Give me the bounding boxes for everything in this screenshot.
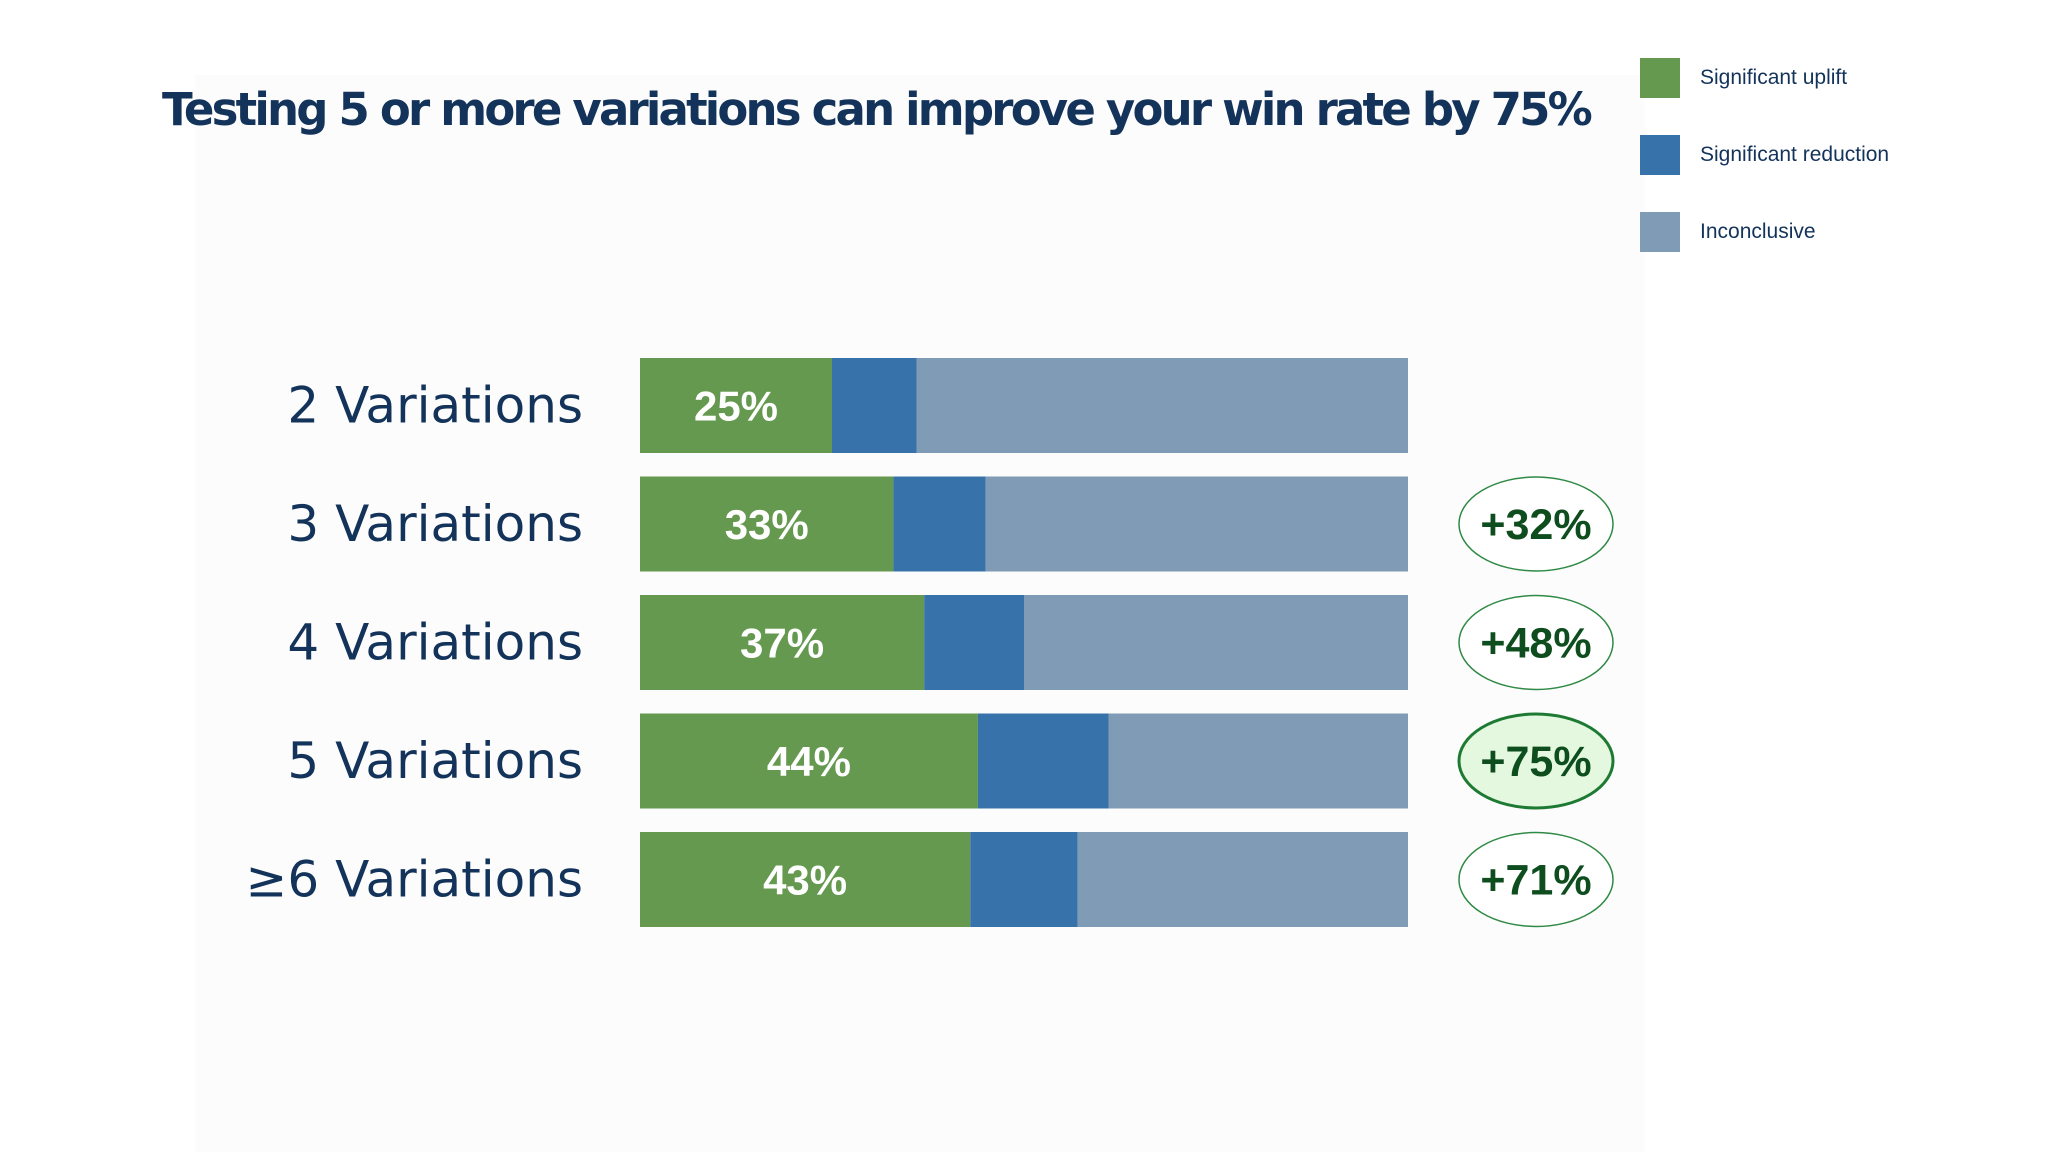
bar-data-label: 43% <box>763 857 847 904</box>
bar-segment-reduction <box>924 595 1024 690</box>
bar-segment-uplift <box>640 476 894 572</box>
bar-segment-reduction <box>893 476 986 572</box>
category-label: ≥6 Variations <box>246 851 583 909</box>
delta-badge <box>1458 831 1614 928</box>
legend-swatch-uplift <box>1640 58 1680 98</box>
bar-data-label: 33% <box>725 501 809 548</box>
delta-badge <box>1458 476 1614 572</box>
legend-item-uplift: Significant uplift <box>1640 58 2000 98</box>
legend-swatch-inconclusive <box>1640 212 1680 252</box>
delta-label: +48% <box>1480 620 1591 668</box>
bar-segment-uplift <box>640 713 978 809</box>
bar-segment-reduction <box>977 713 1109 809</box>
delta-label: +71% <box>1480 857 1591 905</box>
bar-segment-reduction <box>832 358 917 453</box>
legend-label-inconclusive: Inconclusive <box>1700 220 1816 243</box>
bar-segment-uplift <box>640 595 925 690</box>
legend-label-reduction: Significant reduction <box>1700 143 1890 166</box>
bar-segment-inconclusive <box>1024 595 1408 690</box>
bar-data-label: 37% <box>740 620 824 667</box>
chart-title: Testing 5 or more variations can improve… <box>162 83 1593 136</box>
delta-badge <box>1457 712 1615 810</box>
bar-segment-uplift <box>640 832 971 927</box>
bar-segment-inconclusive <box>985 476 1408 572</box>
legend-swatch-reduction <box>1640 135 1680 175</box>
bar-segment-inconclusive <box>1077 832 1408 927</box>
legend-label-uplift: Significant uplift <box>1700 66 1848 89</box>
bar-segment-uplift <box>640 358 832 453</box>
bar-segment-inconclusive <box>1108 713 1408 809</box>
category-label: 3 Variations <box>287 495 583 553</box>
legend-item-inconclusive: Inconclusive <box>1640 212 2000 252</box>
delta-label: +75% <box>1480 738 1591 786</box>
bar-data-label: 25% <box>694 383 778 430</box>
bar-segment-reduction <box>970 832 1078 927</box>
category-label: 5 Variations <box>287 732 583 790</box>
legend-item-reduction: Significant reduction <box>1640 135 2000 175</box>
delta-badge <box>1458 594 1614 691</box>
category-label: 4 Variations <box>287 614 583 672</box>
category-label: 2 Variations <box>287 377 583 435</box>
bar-data-label: 44% <box>767 738 851 785</box>
bar-segment-inconclusive <box>916 358 1408 453</box>
delta-label: +32% <box>1480 501 1591 549</box>
